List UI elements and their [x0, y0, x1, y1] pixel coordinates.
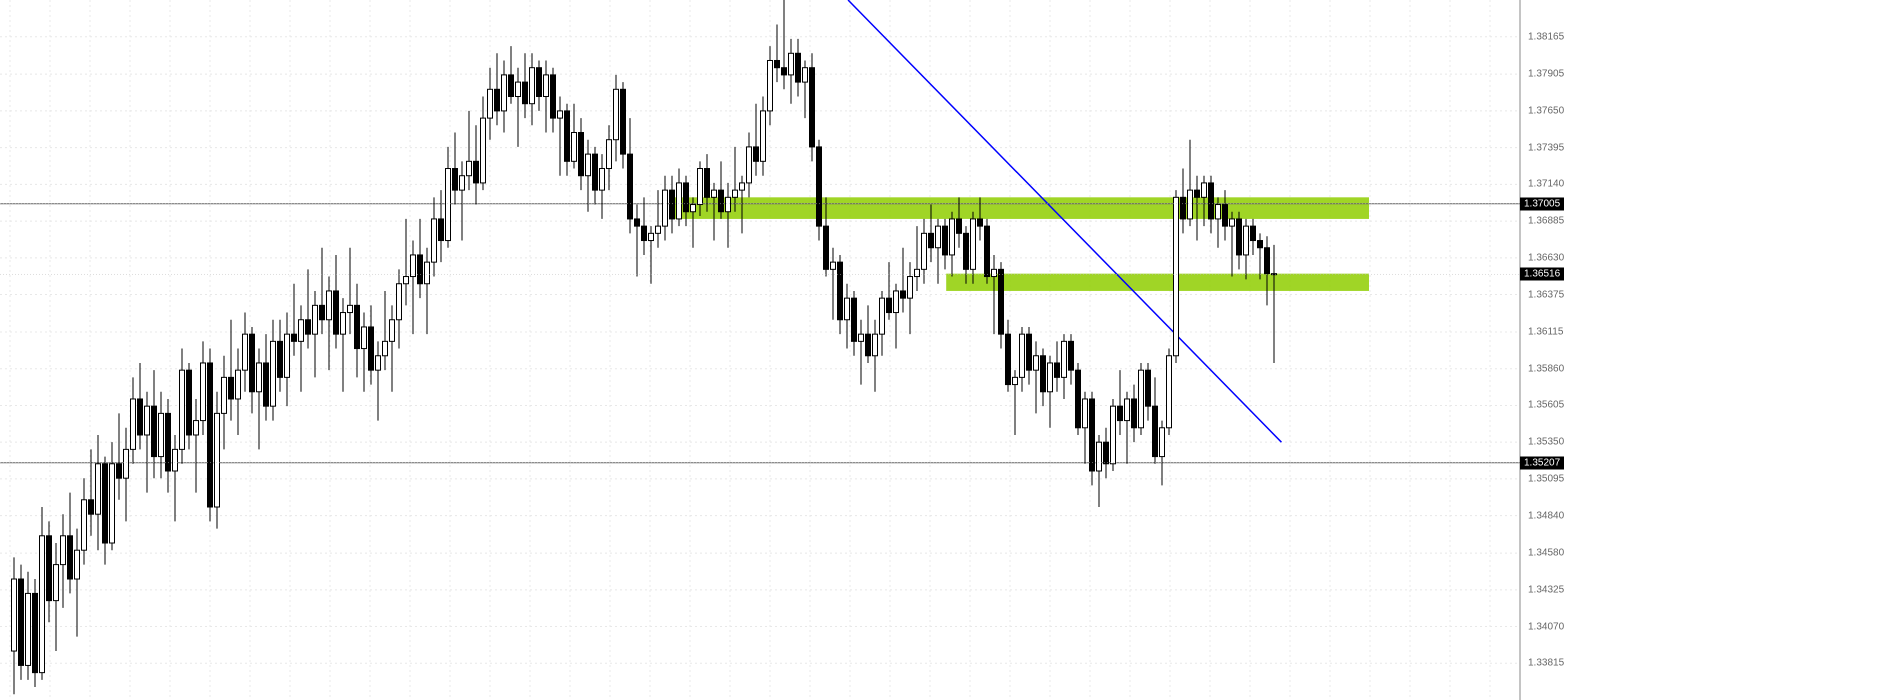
- y-axis-tick-label: 1.36630: [1528, 252, 1564, 263]
- y-axis-tick-label: 1.35095: [1528, 473, 1564, 484]
- y-axis-tick-label: 1.36375: [1528, 289, 1564, 300]
- y-axis-tick-label: 1.34070: [1528, 621, 1564, 632]
- y-axis-tick-label: 1.34580: [1528, 548, 1564, 559]
- y-axis-tick-label: 1.35350: [1528, 437, 1564, 448]
- y-axis-tick-label: 1.34840: [1528, 510, 1564, 521]
- support-resistance-zone: [946, 274, 1369, 291]
- y-axis-tick-label: 1.37650: [1528, 105, 1564, 116]
- chart-canvas: [0, 0, 1900, 700]
- y-axis-tick-label: 1.37395: [1528, 142, 1564, 153]
- y-axis-tick-label: 1.33815: [1528, 658, 1564, 669]
- y-axis-tick-label: 1.34325: [1528, 584, 1564, 595]
- y-axis-tick-label: 1.36885: [1528, 216, 1564, 227]
- y-axis-tick-label: 1.35860: [1528, 363, 1564, 374]
- price-marker: 1.35207: [1520, 456, 1564, 469]
- price-marker: 1.37005: [1520, 197, 1564, 210]
- support-resistance-zone: [674, 197, 1369, 219]
- y-axis-tick-label: 1.35605: [1528, 400, 1564, 411]
- y-axis-tick-label: 1.36115: [1528, 326, 1563, 337]
- price-marker: 1.36516: [1520, 268, 1564, 281]
- y-axis-tick-label: 1.38165: [1528, 31, 1564, 42]
- price-chart[interactable]: 1.38165 1.37905 1.37650 1.37395 1.37140 1.368…: [0, 0, 1900, 700]
- y-axis-tick-label: 1.37905: [1528, 69, 1564, 80]
- y-axis-tick-label: 1.37140: [1528, 179, 1564, 190]
